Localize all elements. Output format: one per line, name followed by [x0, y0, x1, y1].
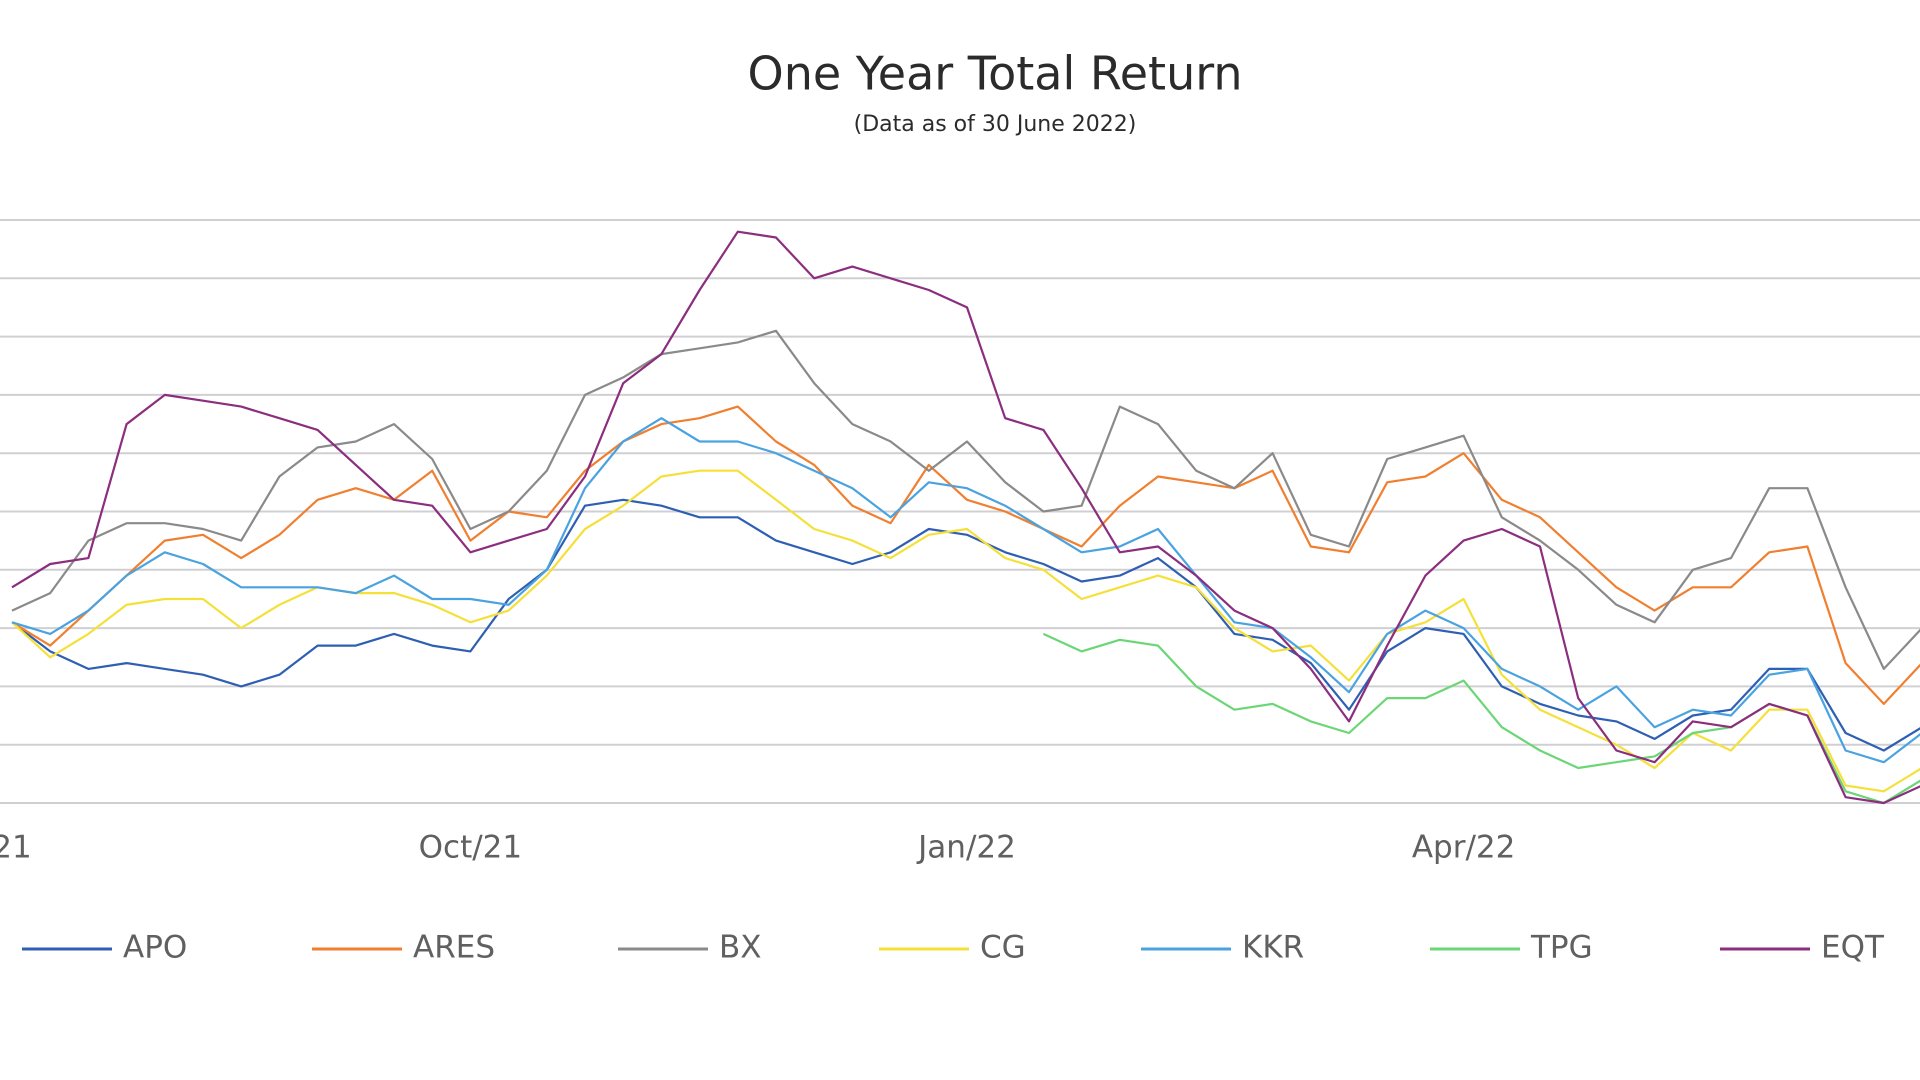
- legend-label: CG: [980, 930, 1026, 966]
- chart-subtitle: (Data as of 30 June 2022): [854, 112, 1137, 137]
- legend-item: ARES: [312, 930, 495, 966]
- x-tick-label: Jan/22: [916, 830, 1016, 866]
- x-tick-label: Oct/21: [419, 830, 523, 866]
- legend-item: BX: [618, 930, 762, 966]
- legend-item: TPG: [1430, 930, 1593, 966]
- x-tick-label: 21: [0, 830, 32, 866]
- series-line: [11, 405, 1920, 705]
- legend-label: EQT: [1821, 930, 1885, 966]
- series-line: [11, 329, 1920, 670]
- legend-item: EQT: [1720, 930, 1885, 966]
- legend-item: KKR: [1141, 930, 1304, 966]
- x-tick-label: Apr/22: [1412, 830, 1516, 866]
- series-line: [11, 417, 1920, 764]
- x-axis: 21 Oct/21 Jan/22 Apr/22: [0, 830, 1515, 866]
- grid: [0, 219, 1920, 804]
- legend-label: ARES: [413, 930, 495, 966]
- legend: APO ARES BX CG KKR TPG EQT: [22, 930, 1885, 966]
- series-line: [11, 230, 1920, 805]
- legend-item: CG: [879, 930, 1026, 966]
- chart-title: One Year Total Return: [748, 47, 1243, 101]
- series-line: [11, 498, 1920, 752]
- plot-lines: [11, 230, 1920, 805]
- legend-label: BX: [719, 930, 762, 966]
- legend-label: APO: [123, 930, 187, 966]
- legend-label: TPG: [1530, 930, 1593, 966]
- legend-item: APO: [22, 930, 187, 966]
- legend-label: KKR: [1242, 930, 1304, 966]
